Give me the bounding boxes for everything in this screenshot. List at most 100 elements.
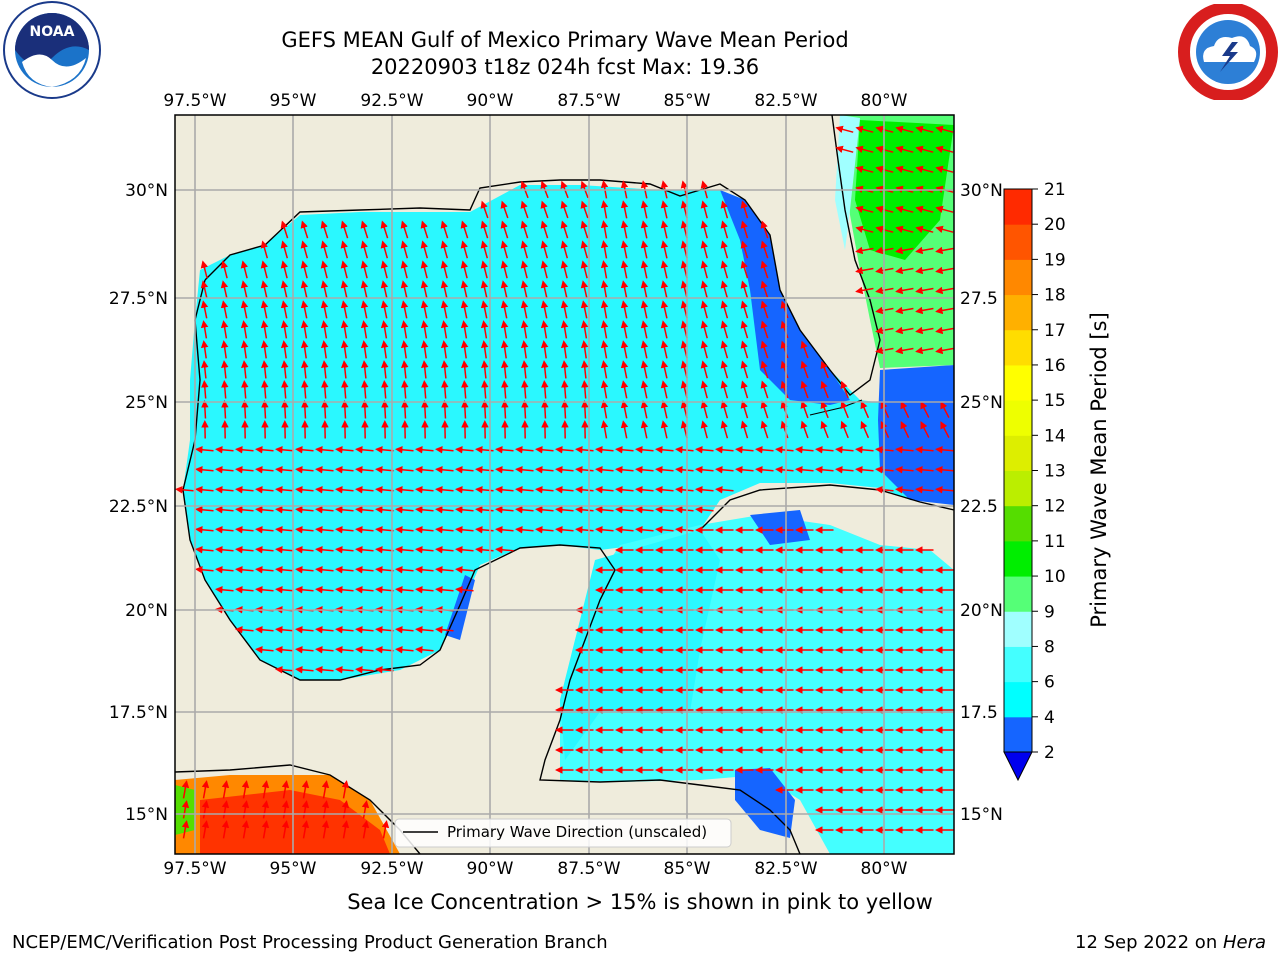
wave-arrow xyxy=(215,446,234,454)
wave-arrow xyxy=(700,320,708,339)
wave-arrow xyxy=(255,526,274,534)
wave-arrow xyxy=(575,486,594,494)
wave-arrow xyxy=(335,626,354,634)
wave-arrow xyxy=(915,246,934,255)
wave-arrow xyxy=(421,380,429,399)
wave-arrow xyxy=(275,586,294,594)
wave-arrow xyxy=(461,400,469,419)
shallow-florida xyxy=(720,190,850,405)
wave-arrow xyxy=(540,240,549,259)
wave-arrow xyxy=(255,466,274,474)
wave-arrow xyxy=(321,800,330,819)
wave-arrow xyxy=(440,300,449,319)
wave-arrow xyxy=(740,400,749,419)
wave-arrow xyxy=(395,646,414,654)
wave-arrow xyxy=(215,526,234,534)
wave-arrow xyxy=(260,300,269,319)
wave-arrow xyxy=(341,380,349,399)
wave-arrow xyxy=(335,586,354,594)
wave-arrow xyxy=(361,380,369,399)
wave-arrow xyxy=(875,266,894,275)
wave-arrow xyxy=(280,320,289,339)
wave-arrow xyxy=(640,380,649,399)
wave-arrow xyxy=(395,566,414,574)
wave-arrow xyxy=(640,280,649,299)
wave-arrow xyxy=(840,400,849,419)
wave-arrow xyxy=(335,546,354,554)
wave-arrow xyxy=(295,446,314,454)
wave-arrow xyxy=(395,526,414,534)
wave-arrow xyxy=(361,800,370,819)
wave-arrow xyxy=(340,340,349,359)
wave-arrow xyxy=(261,820,270,839)
wave-arrow xyxy=(660,220,669,239)
wave-arrow xyxy=(181,820,190,839)
wave-arrow xyxy=(800,420,809,439)
wave-arrow xyxy=(420,280,429,299)
wave-arrow xyxy=(760,240,769,259)
wave-arrow xyxy=(281,380,289,399)
wave-arrow xyxy=(195,546,214,554)
wave-arrow xyxy=(340,280,349,299)
wave-arrow xyxy=(835,125,854,133)
wave-arrow xyxy=(295,506,314,514)
title-line-1: GEFS MEAN Gulf of Mexico Primary Wave Me… xyxy=(281,28,849,52)
wave-arrow xyxy=(255,626,274,634)
wave-arrow xyxy=(455,546,474,554)
wave-arrow xyxy=(760,220,769,239)
wave-arrow xyxy=(655,466,674,474)
wave-arrow xyxy=(275,566,294,574)
wave-arrow xyxy=(481,360,489,379)
lat-label-left: 25°N xyxy=(125,393,168,413)
wave-arrow xyxy=(695,486,714,494)
wave-arrow xyxy=(700,280,708,299)
wave-arrow xyxy=(740,240,749,259)
wave-arrow xyxy=(335,566,354,574)
wave-arrow xyxy=(315,666,334,674)
wave-arrow xyxy=(600,400,609,419)
wave-arrow xyxy=(541,380,549,399)
wave-arrow xyxy=(421,400,429,419)
wave-arrow xyxy=(655,526,674,534)
wave-arrow xyxy=(480,320,489,339)
wave-arrow xyxy=(915,486,934,494)
wave-arrow xyxy=(635,486,654,494)
wave-arrow xyxy=(660,320,669,339)
wave-arrow xyxy=(221,400,229,419)
wave-arrow xyxy=(240,320,249,339)
wave-arrow xyxy=(300,240,309,259)
wave-arrow xyxy=(400,260,409,279)
wave-arrow xyxy=(815,466,834,474)
wave-arrow xyxy=(715,486,734,494)
wave-arrow xyxy=(240,340,249,359)
wave-arrow xyxy=(600,220,609,239)
wave-arrow xyxy=(300,260,309,279)
wave-arrow xyxy=(381,820,390,839)
wave-arrow xyxy=(620,400,629,419)
wave-arrow xyxy=(495,546,514,554)
wave-arrow xyxy=(195,486,214,494)
wave-arrow xyxy=(895,165,914,173)
wave-arrow xyxy=(720,300,729,319)
colorbar-tick-label: 20 xyxy=(1044,215,1066,235)
wave-arrow xyxy=(700,260,708,279)
colorbar-segment xyxy=(1004,611,1032,647)
wave-arrow xyxy=(375,526,394,534)
wave-arrow xyxy=(660,280,669,299)
wave-arrow xyxy=(280,340,289,359)
wave-arrow xyxy=(580,280,589,299)
wave-arrow xyxy=(315,466,334,474)
wave-arrow xyxy=(875,346,894,355)
wave-arrow xyxy=(201,800,210,819)
wave-arrow xyxy=(675,446,694,454)
wave-arrow xyxy=(675,466,694,474)
wave-arrow xyxy=(400,320,409,339)
wave-arrow xyxy=(895,246,914,255)
wave-arrow xyxy=(241,380,249,399)
wave-arrow xyxy=(720,420,729,439)
wave-arrow xyxy=(375,466,394,474)
footer-credit: NCEP/EMC/Verification Post Processing Pr… xyxy=(12,932,608,953)
wave-arrow xyxy=(295,626,314,634)
wave-arrow xyxy=(415,546,434,554)
wave-arrow xyxy=(740,300,749,319)
